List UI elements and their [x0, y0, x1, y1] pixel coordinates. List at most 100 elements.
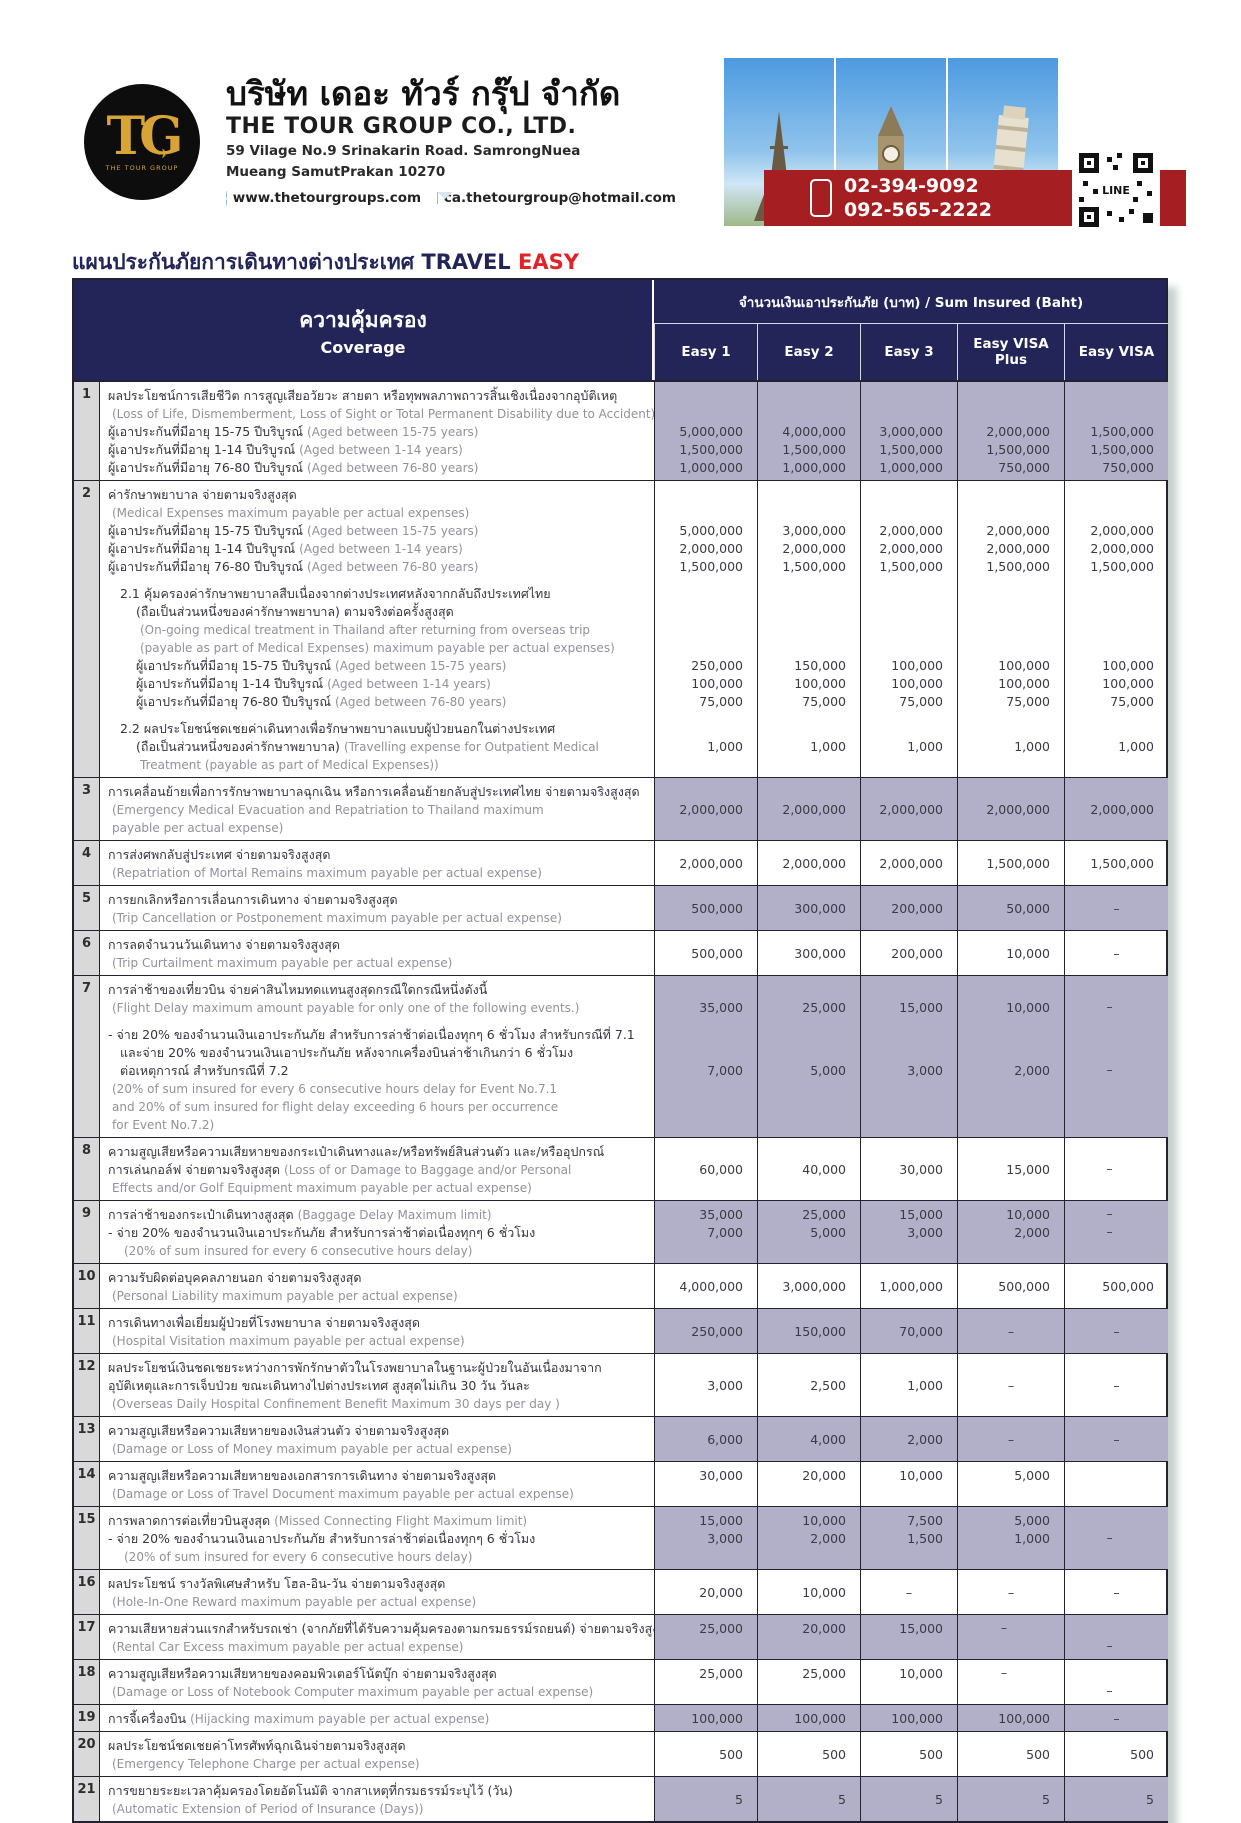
- coverage-text-line: ผู้เอาประกันที่มีอายุ 76-80 ปีบริบูรณ์ (A…: [108, 692, 650, 710]
- value-line: [758, 602, 860, 620]
- value-cell-easy3: 3,000,000 1,500,000 1,000,000: [860, 382, 957, 480]
- value-line: 1,500,000: [1065, 440, 1168, 458]
- coverage-text-thai: การเคลื่อนย้ายเพื่อการรักษาพยาบาลฉุกเฉิน…: [108, 784, 640, 799]
- coverage-value: 100,000: [691, 1710, 743, 1726]
- value-line: 15,000: [861, 998, 957, 1016]
- coverage-value: 5: [1146, 1791, 1154, 1807]
- coverage-value: 1,000,000: [782, 460, 846, 475]
- value-line: [861, 1547, 957, 1565]
- page-header: TG ✈ THE TOUR GROUP บริษัท เดอะ ทัวร์ กร…: [84, 58, 1186, 234]
- coverage-value: 100,000: [891, 676, 943, 691]
- coverage-value: –: [905, 1584, 913, 1600]
- value-line: [861, 386, 957, 404]
- value-cell-easy-visa: –: [1064, 931, 1168, 975]
- value-line: 1,500: [861, 1529, 957, 1547]
- value-line: [1065, 710, 1168, 719]
- coverage-text-line: อุบัติเหตุและการเจ็บป่วย ขณะเดินทางไปต่า…: [108, 1376, 650, 1394]
- value-cell-easy3: 500: [860, 1732, 957, 1776]
- value-line: [1065, 1025, 1168, 1043]
- value-line: 1,500,000: [958, 440, 1064, 458]
- table-row: 13 ความสูญเสียหรือความเสียหายของเงินส่วนต…: [74, 1416, 1168, 1461]
- value-line: [1065, 485, 1168, 503]
- coverage-text-thai: การล่าช้าของเที่ยวบิน จ่ายค่าสินไหมทดแทน…: [108, 982, 488, 997]
- coverage-value: 1,000: [907, 1377, 943, 1393]
- coverage-value: 100,000: [691, 676, 743, 691]
- coverage-table: ความคุ้มครอง Coverage จำนวนเงินเอาประกัน…: [72, 278, 1168, 1823]
- coverage-text-thai: ความสูญเสียหรือความเสียหายของเงินส่วนตัว…: [108, 1423, 450, 1438]
- coverage-value: 3,000: [707, 1377, 743, 1393]
- value-cell-easy3: 15,000 3,000: [860, 1201, 957, 1263]
- coverage-text-english: (payable as part of Medical Expenses) ma…: [140, 641, 615, 655]
- plan-header-easy1: Easy 1: [654, 324, 757, 380]
- value-line: [861, 485, 957, 503]
- coverage-value: 100,000: [794, 1710, 846, 1726]
- value-line: 1,000: [655, 737, 757, 755]
- value-line: 100,000: [1065, 674, 1168, 692]
- value-line: [655, 1682, 757, 1700]
- row-number: 6: [74, 931, 100, 975]
- phone-number-1: 02-394-9092: [844, 175, 979, 197]
- value-line: 3,000: [861, 1061, 957, 1079]
- coverage-text-line: ผลประโยชน์การเสียชีวิต การสูญเสียอวัยวะ …: [108, 386, 650, 404]
- coverage-text-english: (Repatriation of Mortal Remains maximum …: [112, 866, 542, 880]
- coverage-value: 5: [935, 1791, 943, 1807]
- coverage-value: –: [1106, 1683, 1113, 1698]
- value-line: 15,000: [655, 1511, 757, 1529]
- coverage-text-english: (On-going medical treatment in Thailand …: [140, 623, 591, 637]
- value-line: [958, 1178, 1064, 1196]
- coverage-value: 200,000: [891, 900, 943, 916]
- value-line: 1,000: [958, 737, 1064, 755]
- coverage-value: 10,000: [802, 1513, 846, 1528]
- value-line: [861, 584, 957, 602]
- coverage-text-line: ผู้เอาประกันที่มีอายุ 76-80 ปีบริบูรณ์ (A…: [108, 458, 650, 476]
- coverage-text-line: การเดินทางเพื่อเยี่ยมผู้ป่วยที่โรงพยาบาล…: [108, 1313, 650, 1331]
- value-cell-easy-visa: –: [1064, 1705, 1168, 1731]
- value-line: [758, 980, 860, 998]
- table-body: 1 ผลประโยชน์การเสียชีวิต การสูญเสียอวัยวะ…: [74, 382, 1168, 1821]
- value-line: [958, 584, 1064, 602]
- coverage-value: 10,000: [1006, 945, 1050, 961]
- coverage-value: 100,000: [998, 658, 1050, 673]
- coverage-description: ความสูญเสียหรือความเสียหายของกระเป๋าเดิน…: [100, 1138, 654, 1200]
- value-cell-easy-visa-plus: 1,500,000: [957, 841, 1064, 885]
- coverage-text-line: การลดจำนวนวันเดินทาง จ่ายตามจริงสูงสุด: [108, 935, 650, 953]
- value-line: 5,000,000: [655, 422, 757, 440]
- coverage-text-english: (Aged between 76-80 years): [307, 461, 479, 475]
- value-cell-easy1: 500,000: [654, 886, 757, 930]
- value-line: 2,000,000: [958, 521, 1064, 539]
- logo-monogram: TG: [106, 105, 183, 167]
- value-cell-easy-visa: [1064, 1462, 1168, 1506]
- coverage-text-line: ผู้เอาประกันที่มีอายุ 1-14 ปีบริบูรณ์ (Ag…: [108, 539, 650, 557]
- coverage-text-line: payable per actual expense): [108, 818, 650, 836]
- coverage-text-english: (Aged between 15-75 years): [307, 425, 479, 439]
- value-line: [861, 1682, 957, 1700]
- coverage-text-english: (Loss of Life, Dismemberment, Loss of Si…: [112, 407, 654, 421]
- value-cell-easy2: 500: [757, 1732, 860, 1776]
- coverage-value: 10,000: [899, 1666, 943, 1681]
- coverage-value: 300,000: [794, 945, 846, 961]
- value-line: [758, 1682, 860, 1700]
- value-cell-easy2: 150,000: [757, 1309, 860, 1353]
- value-cell-easy3: 10,000: [860, 1462, 957, 1506]
- value-line: [655, 1637, 757, 1655]
- value-cell-easy-visa-plus: 100,000: [957, 1705, 1064, 1731]
- coverage-value: 4,000,000: [679, 1278, 743, 1294]
- table-row: 12 ผลประโยชน์เงินชดเชยระหว่างการพักรักษาต…: [74, 1353, 1166, 1416]
- coverage-text-thai: ผู้เอาประกันที่มีอายุ 1-14 ปีบริบูรณ์: [108, 442, 296, 457]
- coverage-text-english: (Damage or Loss of Travel Document maxim…: [112, 1487, 574, 1501]
- coverage-value: 25,000: [699, 1666, 743, 1681]
- value-cell-easy2: 300,000: [757, 886, 860, 930]
- coverage-value: 500: [919, 1746, 943, 1762]
- table-row: 14 ความสูญเสียหรือความเสียหายของเอกสารการ…: [74, 1461, 1166, 1506]
- value-line: [1065, 1079, 1168, 1097]
- value-cell-easy-visa: – –: [1064, 976, 1168, 1137]
- value-line: [958, 1637, 1064, 1655]
- coverage-value: 1,500,000: [986, 559, 1050, 574]
- value-line: 10,000: [958, 1205, 1064, 1223]
- value-cell-easy1: 2,000,000: [654, 841, 757, 885]
- sum-insured-header: จำนวนเงินเอาประกันภัย (บาท) / Sum Insure…: [654, 280, 1168, 324]
- coverage-value: –: [1113, 1431, 1120, 1447]
- value-line: [1065, 1016, 1168, 1025]
- value-cell-easy2: 20,000: [757, 1615, 860, 1659]
- value-line: –: [1065, 1682, 1168, 1700]
